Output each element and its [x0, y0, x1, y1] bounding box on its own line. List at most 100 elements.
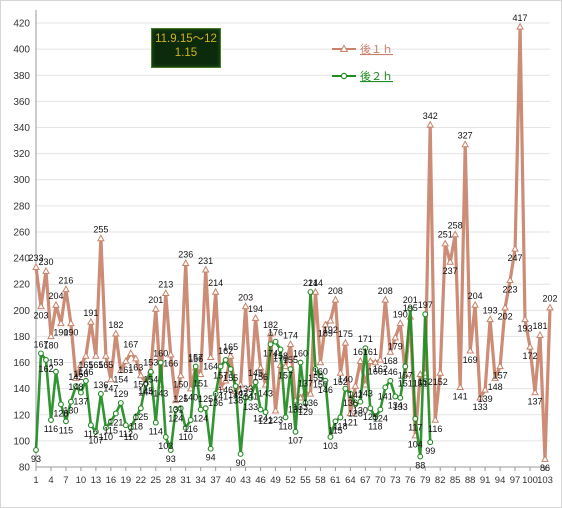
data-label: 237 [443, 266, 458, 276]
data-label: 158 [273, 351, 288, 361]
data-label: 417 [513, 13, 528, 23]
data-label: 327 [458, 130, 473, 140]
data-point [166, 350, 175, 358]
data-point [456, 383, 465, 391]
data-labels: 2332032301802041902161901481581651911652… [28, 13, 557, 473]
x-tick-label: 40 [225, 475, 236, 486]
data-label: 136 [303, 398, 318, 408]
data-point [217, 363, 224, 370]
data-label: 204 [468, 291, 483, 301]
data-label: 131 [288, 404, 303, 414]
data-point [307, 289, 314, 295]
data-point [471, 300, 479, 308]
data-point [147, 368, 154, 375]
data-label: 155 [223, 373, 238, 383]
x-tick-label: 76 [405, 475, 416, 486]
data-label: 160 [293, 349, 308, 359]
data-point [496, 362, 504, 370]
data-label: 176 [268, 328, 283, 338]
data-label: 121 [343, 417, 358, 427]
y-tick-label: 100 [13, 436, 30, 447]
data-label: 204 [48, 291, 63, 301]
data-label: 197 [418, 300, 433, 310]
data-label: 157 [493, 370, 508, 380]
data-label: 115 [104, 425, 118, 435]
data-point [342, 385, 349, 392]
data-label: 174 [283, 330, 298, 340]
data-label: 133 [238, 384, 253, 394]
data-label: 150 [173, 380, 188, 390]
y-tick-label: 120 [13, 410, 30, 421]
data-label: 208 [328, 286, 343, 296]
data-label: 143 [358, 389, 373, 399]
data-label: 231 [198, 256, 213, 266]
x-tick-label: 7 [63, 475, 68, 486]
x-tick-label: 16 [106, 475, 117, 486]
data-point [327, 434, 334, 440]
data-label: 169 [463, 355, 478, 365]
data-point [282, 414, 289, 421]
data-point [417, 453, 424, 460]
y-tick-label: 340 [13, 123, 30, 134]
data-label: 124 [373, 414, 388, 424]
data-label: 182 [263, 320, 278, 330]
data-point [107, 418, 114, 425]
data-point [461, 140, 470, 148]
data-label: 175 [338, 329, 353, 339]
data-point [227, 366, 234, 373]
data-label: 133 [293, 402, 308, 412]
data-point [356, 357, 365, 364]
data-point [112, 410, 119, 417]
data-label: 142 [348, 390, 363, 400]
data-label: 157 [398, 370, 413, 380]
data-point [306, 389, 315, 397]
data-label: 181 [533, 321, 548, 331]
data-label: 116 [428, 424, 442, 434]
data-point [162, 434, 169, 440]
data-label: 157 [213, 370, 228, 380]
data-point [111, 329, 120, 337]
legend: 後１ｈ 後２ｈ [332, 42, 393, 83]
data-label: 203 [33, 310, 48, 320]
date-range-start: 11.9.15〜12 [155, 33, 217, 45]
data-point [286, 340, 295, 347]
data-point [491, 373, 499, 381]
data-label: 110 [99, 432, 113, 442]
data-label: 115 [328, 425, 342, 435]
data-point [536, 330, 544, 338]
data-label: 134 [388, 400, 403, 410]
data-label: 129 [298, 407, 313, 417]
data-label: 112 [119, 429, 133, 439]
data-label: 128 [348, 408, 363, 418]
data-point [501, 303, 509, 311]
x-tick-label: 46 [255, 475, 266, 486]
x-tick-label: 94 [495, 475, 506, 486]
data-label: 148 [68, 382, 83, 392]
data-label: 171 [358, 334, 373, 344]
data-label: 167 [33, 339, 48, 349]
data-label: 162 [218, 346, 233, 356]
data-label: 202 [542, 294, 557, 304]
data-point [142, 380, 149, 387]
y-tick-label: 240 [13, 254, 30, 265]
data-label: 158 [73, 369, 88, 379]
data-label: 150 [133, 380, 148, 390]
data-point [202, 405, 209, 412]
data-label: 151 [413, 378, 428, 388]
data-label: 144 [138, 387, 153, 397]
data-label: 193 [483, 305, 498, 315]
data-label: 161 [363, 347, 378, 357]
data-point [427, 439, 434, 446]
x-tick-label: 100 [522, 475, 538, 486]
data-point [87, 317, 95, 325]
data-point [92, 428, 99, 435]
x-tick-label: 61 [330, 475, 341, 486]
data-label: 116 [184, 424, 198, 434]
data-point [102, 424, 109, 431]
y-tick-label: 220 [13, 280, 30, 291]
date-range-end: 1.15 [174, 47, 198, 59]
data-label: 104 [408, 440, 423, 450]
data-label: 110 [179, 432, 193, 442]
data-label: 86 [540, 463, 550, 473]
data-label: 118 [368, 421, 382, 431]
